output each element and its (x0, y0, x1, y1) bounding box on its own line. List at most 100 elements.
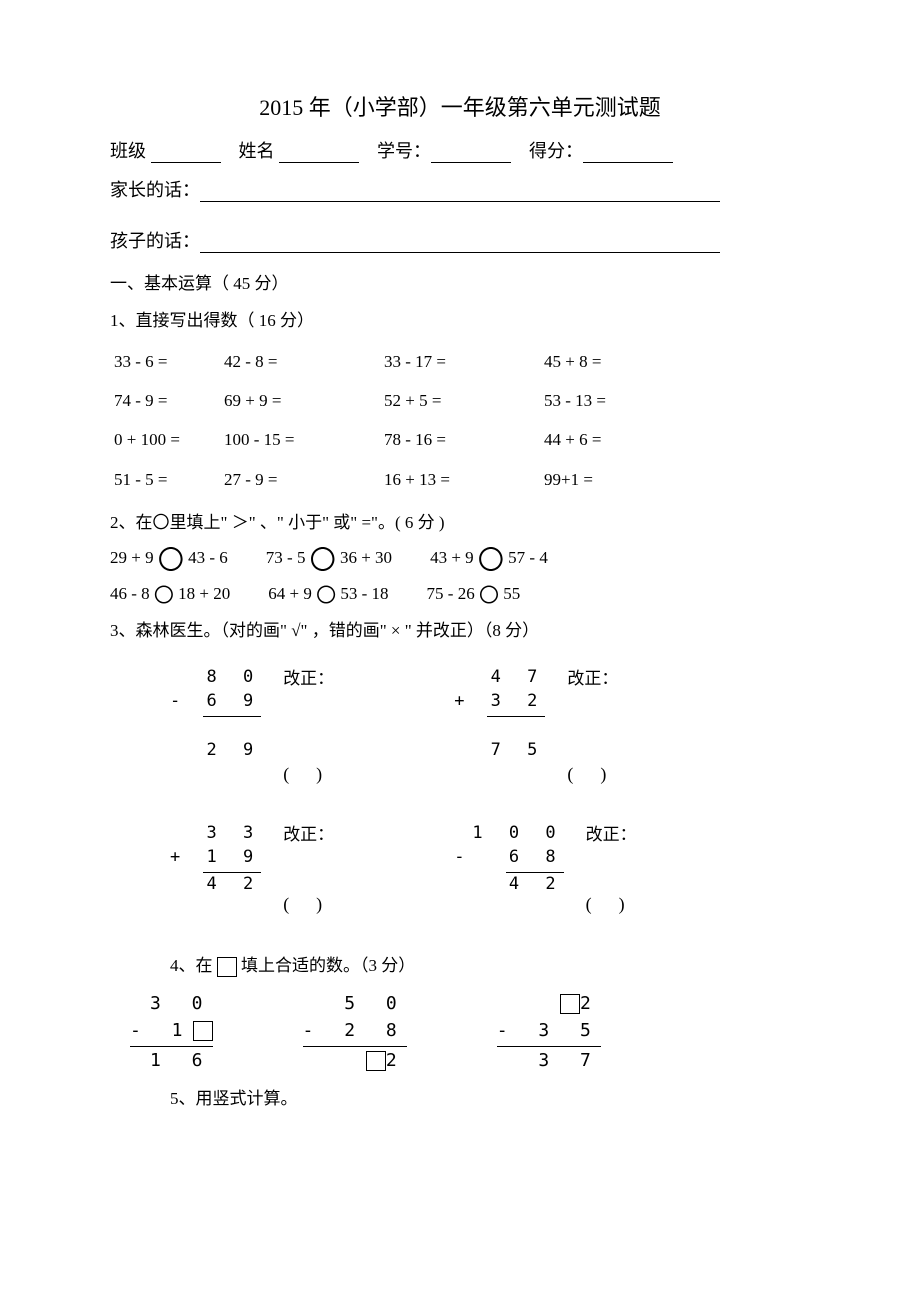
fill-box[interactable] (366, 1051, 386, 1071)
result-paren[interactable]: ( ) (567, 760, 618, 789)
gap (170, 717, 261, 739)
vertical-stack: 8 0- 6 9 2 9 (170, 666, 261, 788)
circle-blank[interactable]: 〇 (479, 586, 499, 606)
equation-cell: 33 - 6 = (110, 342, 220, 381)
rhs: 53 - 18 (336, 584, 388, 603)
digits: - 1 (130, 1017, 193, 1044)
row-res: 4 2 (170, 873, 261, 897)
row-res: 4 2 (454, 873, 563, 897)
correction-label: 改正： (283, 666, 334, 693)
vertical-problem: 1 0 0- 6 84 2 改正： ( ) (454, 822, 636, 918)
row-mid: + 1 9 (170, 846, 261, 870)
table-row: 33 - 6 =42 - 8 =33 - 17 =45 + 8 = (110, 342, 700, 381)
vertical-problem: 8 0- 6 9 2 9 改正： ( ) (170, 666, 334, 788)
lhs: 73 - 5 (266, 548, 310, 567)
row-mid: - 6 9 (170, 690, 261, 714)
rhs: 43 - 6 (184, 548, 228, 567)
equation-cell: 52 + 5 = (380, 381, 540, 420)
table-row: 0 + 100 =100 - 15 =78 - 16 =44 + 6 = (110, 420, 700, 459)
rhs: 18 + 20 (174, 584, 230, 603)
lhs: 29 + 9 (110, 548, 158, 567)
q1-head: 1、直接写出得数（ 16 分） (110, 307, 810, 334)
q4-text-post: 填上合适的数。（3 分） (237, 956, 416, 975)
row-top: 3 3 (170, 822, 261, 846)
compare-line: 29 + 9 〇 43 - 6 73 - 5 〇 36 + 30 43 + 9 〇 … (110, 544, 810, 572)
compare-item: 75 - 26 〇 55 (427, 580, 521, 607)
equation-cell: 27 - 9 = (220, 460, 380, 499)
equation-cell: 99+1 = (540, 460, 700, 499)
compare-item: 43 + 9 〇 57 - 4 (430, 544, 548, 572)
correction-label: 改正： (283, 822, 334, 849)
vertical-problem: 4 7+ 3 2 7 5 改正： ( ) (454, 666, 618, 788)
compare-line: 46 - 8 〇 18 + 20 64 + 9 〇 53 - 18 75 - 26 … (110, 580, 810, 607)
sid-blank[interactable] (431, 143, 511, 163)
class-blank[interactable] (151, 143, 221, 163)
circle-blank[interactable]: 〇 (478, 548, 504, 574)
q4-head: 4、在 填上合适的数。（3 分） (170, 952, 810, 979)
equation-cell: 45 + 8 = (540, 342, 700, 381)
fill-box-problem: 3 0- 1 1 6 (130, 990, 213, 1076)
digits: 1 6 (150, 1047, 213, 1076)
equation-cell: 100 - 15 = (220, 420, 380, 459)
equation-cell: 69 + 9 = (220, 381, 380, 420)
digits: - 3 5 (497, 1017, 601, 1044)
digits: 5 0 (344, 990, 407, 1017)
child-msg-blank[interactable] (200, 233, 720, 253)
name-label: 姓名 (239, 137, 360, 166)
result-paren[interactable]: ( ) (586, 890, 637, 919)
circle-blank[interactable]: 〇 (316, 586, 336, 606)
lhs: 46 - 8 (110, 584, 154, 603)
fill-box-problem: 2- 3 5 3 7 (497, 990, 601, 1076)
hline: 3 7 (497, 1046, 601, 1076)
parent-msg-blank[interactable] (200, 182, 720, 202)
digits: 2 (580, 990, 601, 1017)
parent-msg-label: 家长的话： (110, 180, 200, 200)
digits: 3 0 (150, 990, 213, 1017)
circle-blank[interactable]: 〇 (154, 586, 174, 606)
row-top: 8 0 (170, 666, 261, 690)
circle-blank[interactable]: 〇 (158, 548, 184, 574)
vertical-stack: 1 0 0- 6 84 2 (454, 822, 563, 918)
child-msg-label: 孩子的话： (110, 231, 200, 251)
digits: 3 7 (538, 1047, 601, 1076)
parent-msg-row: 家长的话： (110, 176, 810, 205)
row-top: 4 7 (454, 666, 545, 690)
equation-cell: 16 + 13 = (380, 460, 540, 499)
class-label: 班级 (110, 137, 221, 166)
digits: - 2 8 (303, 1017, 407, 1044)
doctor-row: 8 0- 6 9 2 9 改正： ( ) 4 7+ 3 2 7 5 改正： ( ) (170, 666, 810, 788)
fill-box[interactable] (560, 994, 580, 1014)
side-column: 改正： ( ) (586, 822, 637, 918)
result-paren[interactable]: ( ) (283, 760, 334, 789)
correction-label: 改正： (567, 666, 618, 693)
side-column: 改正： ( ) (567, 666, 618, 788)
vertical-stack: 3 3+ 1 9 4 2 (170, 822, 261, 918)
compare-item: 46 - 8 〇 18 + 20 (110, 580, 230, 607)
compare-item: 73 - 5 〇 36 + 30 (266, 544, 392, 572)
row-top: 1 0 0 (454, 822, 563, 846)
name-blank[interactable] (279, 143, 359, 163)
score-blank[interactable] (583, 143, 673, 163)
vertical-stack: 4 7+ 3 2 7 5 (454, 666, 545, 788)
compare-item: 29 + 9 〇 43 - 6 (110, 544, 228, 572)
side-column: 改正： ( ) (283, 666, 334, 788)
equation-cell: 53 - 13 = (540, 381, 700, 420)
lhs: 64 + 9 (268, 584, 316, 603)
q2-head: 2、在〇里填上" ＞" 、" 小于" 或" ="。( 6 分 ) (110, 509, 810, 536)
q4-text-pre: 4、在 (170, 956, 217, 975)
row-res: 7 5 (454, 739, 545, 763)
correction-label: 改正： (586, 822, 637, 849)
rhs: 57 - 4 (504, 548, 548, 567)
section-1-head: 一、基本运算（ 45 分） (110, 270, 810, 297)
score-label: 得分： (529, 137, 673, 166)
fill-box[interactable] (193, 1021, 213, 1041)
result-paren[interactable]: ( ) (283, 890, 334, 919)
equation-cell: 33 - 17 = (380, 342, 540, 381)
circle-blank[interactable]: 〇 (310, 548, 336, 574)
info-row: 班级 姓名 学号： 得分： (110, 137, 810, 166)
vertical-problem: 3 3+ 1 9 4 2 改正： ( ) (170, 822, 334, 918)
row-res: 2 9 (170, 739, 261, 763)
box-icon (217, 957, 237, 977)
equation-cell: 44 + 6 = (540, 420, 700, 459)
doctor-row: 3 3+ 1 9 4 2 改正： ( ) 1 0 0- 6 84 2 改正： ( ) (170, 822, 810, 918)
